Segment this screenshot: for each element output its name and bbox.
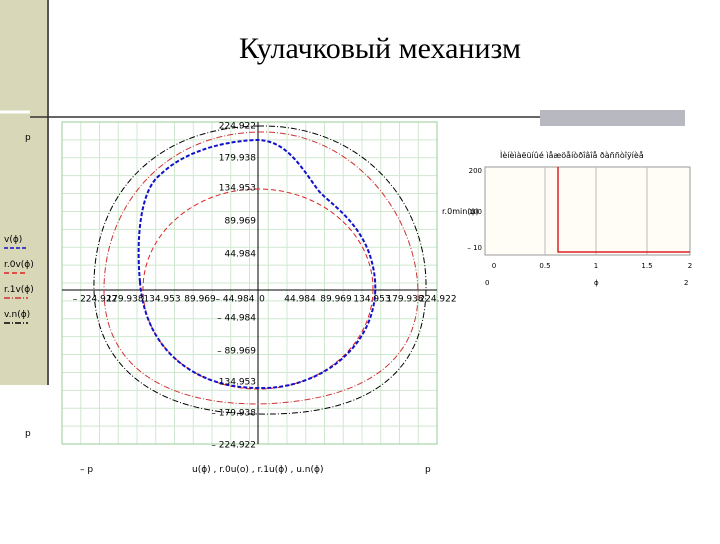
y-top: p xyxy=(25,133,31,143)
y-tick-label: 134.953 xyxy=(219,378,256,388)
x-tick-label: 224.922 xyxy=(419,295,456,305)
inset-xtick: 1 xyxy=(594,262,598,270)
y-tick-label: – 224.922 xyxy=(211,441,256,451)
plot-frame xyxy=(61,121,438,445)
title: Кулачковый механизм xyxy=(239,32,521,65)
x-tick-label: 179.938 xyxy=(106,295,143,305)
curve-vn xyxy=(93,125,427,415)
inset-xticks: 0 0.5 1 1.5 2 xyxy=(492,262,692,270)
inset-frame xyxy=(484,166,691,256)
grid xyxy=(61,121,438,445)
x-tick-label: 179.938 xyxy=(386,295,423,305)
x-tick-label: – 44.984 xyxy=(216,295,255,305)
legend-label: v(ϕ) xyxy=(4,235,22,245)
x-tick-label: – 224.922 xyxy=(73,295,118,305)
y-tick-label: 89.969 xyxy=(225,217,257,227)
x-tick-label: 44.984 xyxy=(284,295,316,305)
inset-x-right: 2 xyxy=(684,279,688,287)
x-tick-label: 89.969 xyxy=(184,295,216,305)
x-tick-label: 134.953 xyxy=(143,295,180,305)
curve-v xyxy=(137,138,377,390)
legend: v(ϕ) r.0v(ϕ) r.1v(ϕ) v.n(ϕ) xyxy=(4,235,34,324)
inset-x-label: ϕ xyxy=(594,279,599,287)
inset-ylabel: r.0min(ϕ) xyxy=(442,207,479,216)
y-bottom: p xyxy=(25,429,31,439)
inset-xtick: 1.5 xyxy=(641,262,652,270)
inset-xtick: 2 xyxy=(688,262,692,270)
x-left: – p xyxy=(80,465,93,475)
inset-xtick: 0.5 xyxy=(539,262,550,270)
inset-xtick: 0 xyxy=(492,262,496,270)
curve-r1 xyxy=(103,131,419,405)
y-tick-label: 44.984 xyxy=(225,250,257,260)
y-ticks: 224.922 179.938 134.953 89.969 44.984 – 44.98… xyxy=(211,122,256,451)
y-tick-label: – 44.984 xyxy=(217,314,256,324)
y-tick-label: – 89.969 xyxy=(217,347,256,357)
inset-x-left: 0 xyxy=(485,279,489,287)
legend-label: v.n(ϕ) xyxy=(4,310,30,320)
rule-block xyxy=(540,110,685,126)
legend-label: r.0v(ϕ) xyxy=(4,260,34,270)
inset-ytick: 200 xyxy=(469,167,482,175)
x-expression: u(ϕ) , r.0u(ο) , r.1u(ϕ) , u.n(ϕ) xyxy=(192,465,323,475)
inset-curve xyxy=(557,167,690,253)
y-tick-label: 134.953 xyxy=(219,184,256,194)
x-tick-label: 89.969 xyxy=(320,295,352,305)
y-tick-label: 179.938 xyxy=(219,154,256,164)
x-tick-label: 134.953 xyxy=(353,295,390,305)
inset-title: Ìèíèìàëüíûé ìåæöåíòðîâîå ðàññòîÿíèå xyxy=(500,149,644,160)
inset-ytick: – 10 xyxy=(467,244,482,252)
x-tick-label: 0 xyxy=(259,295,265,305)
y-tick-label: – 179.938 xyxy=(211,409,256,419)
x-right: p xyxy=(425,465,431,475)
side-bar xyxy=(0,0,48,385)
inset-ytick: 100 xyxy=(469,208,482,216)
y-tick-label: 224.922 xyxy=(219,122,256,132)
legend-label: r.1v(ϕ) xyxy=(4,285,34,295)
